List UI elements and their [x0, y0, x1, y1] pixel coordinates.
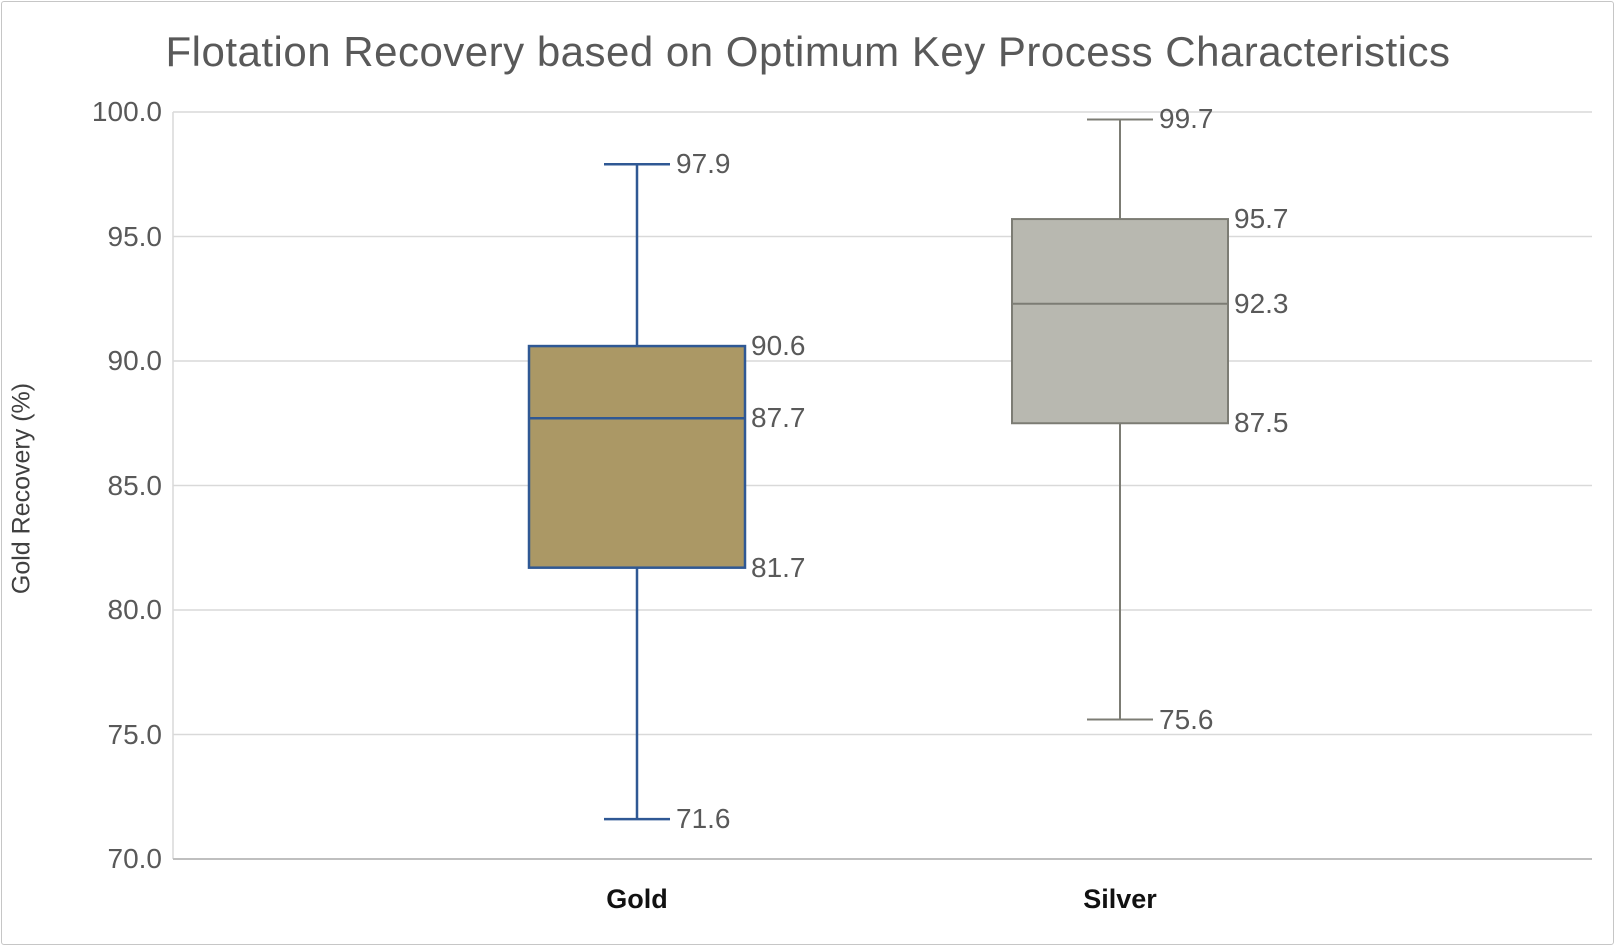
label-gold-q3: 90.6 — [751, 330, 806, 362]
y-tick-label: 95.0 — [107, 220, 163, 252]
label-gold-median: 87.7 — [751, 402, 806, 434]
y-tick-label: 70.0 — [107, 843, 163, 874]
label-silver-median: 92.3 — [1234, 287, 1289, 319]
box-gold — [527, 344, 747, 569]
category-label-silver: Silver — [1083, 884, 1157, 914]
label-silver-max: 99.7 — [1159, 103, 1214, 135]
label-gold-q1: 81.7 — [751, 551, 806, 583]
y-tick-label: 100.0 — [91, 96, 162, 127]
y-tick-label: 75.0 — [107, 718, 163, 750]
label-gold-max: 97.9 — [676, 148, 731, 180]
label-gold-min: 71.6 — [676, 803, 731, 835]
y-tick-label: 80.0 — [107, 594, 163, 625]
y-tick-label: 90.0 — [107, 345, 163, 376]
label-silver-q3: 95.7 — [1234, 203, 1289, 235]
label-silver-q1: 87.5 — [1234, 407, 1289, 439]
label-silver-min: 75.6 — [1159, 703, 1214, 735]
chart-title: Flotation Recovery based on Optimum Key … — [165, 28, 1451, 75]
category-label-gold: Gold — [606, 884, 668, 914]
y-tick-label: 85.0 — [107, 469, 163, 501]
box-silver — [1011, 218, 1229, 425]
